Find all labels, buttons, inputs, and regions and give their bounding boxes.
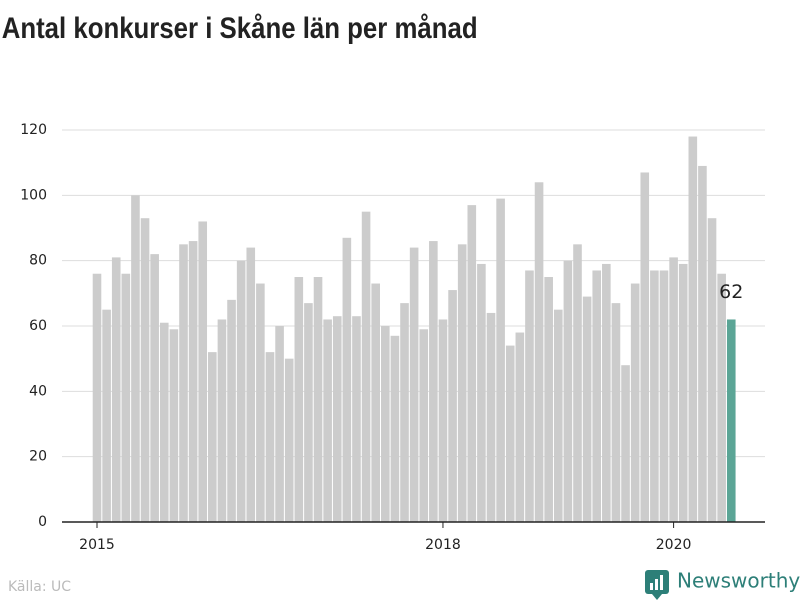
bar (515, 332, 525, 522)
bar (265, 352, 275, 522)
bar (630, 283, 640, 522)
bar (390, 335, 400, 522)
bar (140, 218, 150, 522)
bar (304, 303, 313, 522)
bar (332, 316, 342, 522)
bar (198, 221, 208, 522)
bar (208, 352, 217, 522)
bar (419, 329, 429, 522)
bar (227, 299, 236, 522)
bar (457, 244, 467, 523)
bar (352, 316, 361, 522)
bar (573, 244, 582, 523)
x-tick-label: 2015 (79, 537, 115, 553)
bar (505, 345, 515, 522)
bar (602, 263, 611, 522)
bar (284, 358, 294, 522)
bar (342, 237, 352, 523)
bar (217, 319, 227, 522)
x-tick-label: 2018 (425, 537, 461, 553)
bar (246, 247, 256, 522)
bar (496, 198, 505, 522)
y-tick-label: 80 (29, 253, 47, 269)
brand: Newsworthy (677, 569, 800, 593)
bar (621, 365, 630, 522)
bar (121, 273, 131, 522)
bar (640, 172, 650, 522)
bar (179, 244, 188, 523)
chart-title: Antal konkurser i Skåne län per månad (2, 11, 478, 44)
bar (650, 270, 659, 522)
bar (544, 277, 553, 522)
bar (717, 273, 726, 522)
brand-logo (645, 570, 669, 600)
data-label: 62 (719, 281, 743, 303)
bar (438, 319, 448, 522)
bar (159, 322, 169, 522)
bar (150, 254, 159, 522)
bar (429, 241, 438, 523)
bar (313, 277, 323, 522)
bar (371, 283, 380, 522)
y-tick-label: 0 (38, 514, 47, 530)
y-tick-label: 20 (29, 449, 47, 465)
y-tick-label: 100 (20, 187, 47, 203)
bar (400, 303, 409, 522)
bar (698, 165, 707, 522)
bar (323, 319, 332, 522)
bar (669, 257, 678, 522)
bar (131, 195, 140, 523)
bar (381, 326, 390, 522)
bar (563, 260, 573, 522)
bar (275, 326, 284, 522)
bar (448, 290, 457, 522)
bar (611, 303, 621, 522)
bar (534, 182, 544, 522)
bar (525, 270, 534, 522)
bar (92, 273, 102, 522)
bar (467, 205, 477, 522)
bar (553, 309, 563, 522)
bar (707, 218, 717, 522)
bar (688, 136, 698, 523)
bar (477, 263, 486, 522)
bar (102, 309, 111, 522)
source: Källa: UC (8, 579, 71, 595)
bar (256, 283, 265, 522)
y-tick-label: 60 (29, 318, 47, 334)
bar (486, 312, 496, 522)
bar (111, 257, 121, 522)
bar (409, 247, 419, 522)
y-tick-label: 40 (29, 383, 47, 399)
bar (361, 211, 371, 522)
x-tick-label: 2020 (656, 537, 692, 553)
bar (236, 260, 246, 522)
bar (678, 263, 688, 522)
bar (169, 329, 179, 522)
bar (188, 241, 198, 523)
bar (294, 277, 304, 522)
bar (582, 296, 592, 522)
bar (659, 270, 669, 522)
bar (726, 319, 736, 522)
bar (592, 270, 602, 522)
y-tick-label: 120 (20, 122, 47, 138)
